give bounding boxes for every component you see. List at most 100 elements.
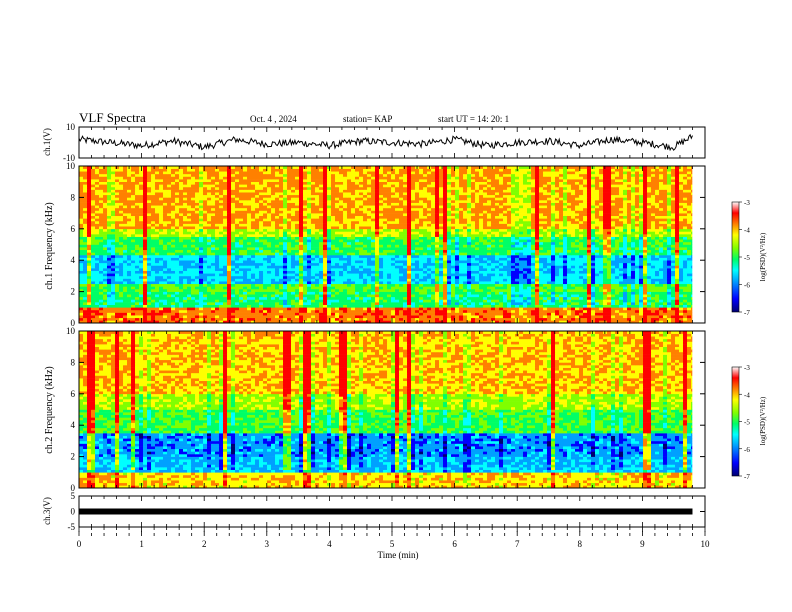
spectrogram-cell [607,252,612,256]
spectrogram-cell [271,268,276,271]
spectrogram-cell [691,249,693,253]
spectrogram-cell [243,299,248,303]
spectrogram-cell [411,254,416,258]
spectrogram-cell [427,241,432,245]
spectrogram-cell [251,304,256,308]
spectrogram-cell [691,320,693,324]
spectrogram-cell [515,296,520,300]
spectrogram-cell [499,320,504,324]
spectrogram-cell [367,241,372,245]
spectrogram-cell [159,304,164,308]
spectrogram-cell [123,286,128,290]
spectrogram-cell [295,288,300,292]
spectrogram-cell [95,268,100,271]
spectrogram-cell [575,309,580,313]
spectrogram-cell [463,304,468,308]
spectrogram-cell [127,241,132,245]
spectrogram-cell [687,278,692,282]
spectrogram-cell [391,307,396,311]
spectrogram-cell [151,270,156,274]
spectrogram-cell [103,288,108,292]
spectrogram-cell [615,281,620,285]
spectrogram-cell [619,283,624,287]
spectrogram-cell [279,265,284,269]
spectrogram-cell [359,286,364,290]
spectrogram-cell [415,286,420,290]
spectrogram-cell [687,249,692,253]
spectrogram-cell [683,296,688,300]
spectrogram-cell [559,247,564,251]
spectrogram-cell [511,307,516,311]
spectrogram-cell [139,304,144,308]
spectrogram-cell [627,241,632,245]
spectrogram-cell [171,239,176,243]
spectrogram-cell [543,252,548,256]
spectrogram-cell [683,257,688,261]
spectrogram-cell [663,309,668,313]
spectrogram-cell [387,307,392,311]
spectrogram-cell [491,296,496,300]
spectrogram-cell [151,268,156,271]
spectrogram-cell [683,273,688,277]
spectrogram-cell [619,309,624,313]
spectrogram-cell [567,304,572,308]
spectrogram-cell [367,239,372,243]
spectrogram-cell [503,275,508,279]
spectrogram-cell [607,304,612,308]
spectrogram-cell [139,249,144,253]
spectrogram-cell [567,296,572,300]
spectrogram-cell [691,273,693,277]
spectrogram-cell [555,273,560,277]
spectrogram-cell [123,247,128,251]
spectrogram-cell [495,294,500,298]
spectrogram-cell [579,283,584,287]
spectrogram-cell [547,315,552,319]
spectrogram-cell [279,270,284,274]
spectrogram-cell [191,283,196,287]
spectrogram-cell [131,320,136,324]
spectrogram-cell [247,273,252,277]
spectrogram-cell [155,296,160,300]
spectrogram-cell [127,307,132,311]
spectrogram-cell [539,262,544,266]
spectrogram-cell [631,247,636,251]
spectrogram-cell [163,270,168,274]
spectrogram-cell [123,307,128,311]
spectrogram-cell [495,312,500,316]
spectrogram-cell [583,249,588,253]
spectrogram-cell [267,294,272,298]
spectrogram-cell [331,244,336,248]
spectrogram-cell [655,315,660,319]
spectrogram-cell [123,309,128,313]
spectrogram-cell [279,249,284,253]
spectrogram-cell [251,247,256,251]
spectrogram-cell [143,296,148,300]
spectrogram-cell [631,281,636,285]
spectrogram-cell [243,249,248,253]
spectrogram-cell [527,278,532,282]
spectrogram-cell [363,254,368,258]
spectrogram-cell [595,273,600,277]
spectrogram-cell [295,241,300,245]
spectrogram-cell [635,262,640,266]
spectrogram-cell [583,312,588,316]
spectrogram-cell [571,302,576,305]
spectrogram-cell [475,315,480,319]
spectrogram-cell [619,260,624,264]
spectrogram-cell [415,283,420,287]
spectrogram-cell [463,302,468,305]
spectrogram-cell [103,278,108,282]
spectrogram-cell [187,288,192,292]
spectrogram-cell [475,299,480,303]
spectrogram-cell [87,262,92,266]
spectrogram-cell [83,273,88,277]
spectrogram-cell [391,320,396,324]
spectrogram-cell [579,315,584,319]
spectrogram-cell [495,278,500,282]
spectrogram-cell [155,281,160,285]
spectrogram-cell [351,291,356,295]
spectrogram-cell [339,281,344,285]
spectrogram-cell [567,268,572,271]
spectrogram-cell [403,291,408,295]
spectrogram-cell [479,275,484,279]
